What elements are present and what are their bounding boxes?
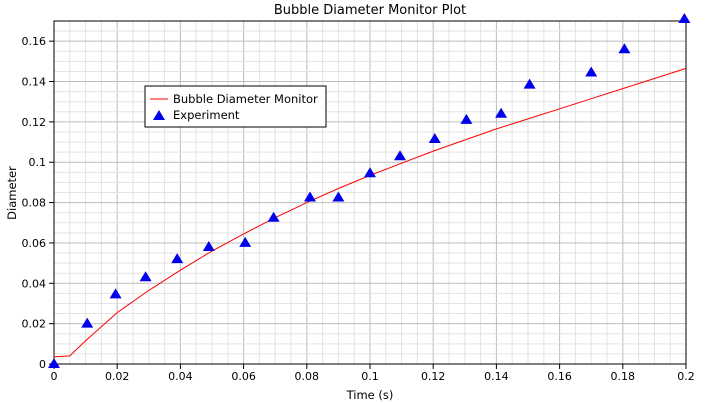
legend-entry-experiment: Experiment: [173, 108, 240, 122]
experiment-point: [81, 317, 94, 328]
legend-entry-bubble-diameter-monitor: Bubble Diameter Monitor: [173, 92, 318, 106]
experiment-point: [332, 191, 345, 202]
series-line-bubble-diameter-monitor: [53, 67, 687, 358]
experiment-point: [171, 253, 184, 264]
legend-box: [144, 85, 327, 128]
series: [48, 13, 691, 368]
axis-ticks: 0 0.02 0.04 0.06 0.08 0.1 0.12 0.14 0.16 0.18 0.2 0…: [22, 35, 695, 383]
experiment-point: [304, 191, 316, 202]
x-tick-label: 0.06: [231, 370, 256, 383]
x-tick-label: 0.12: [421, 370, 446, 383]
y-tick-label: 0.14: [22, 76, 47, 89]
experiment-point: [267, 211, 280, 222]
experiment-point: [428, 133, 441, 143]
experiment-point: [139, 271, 152, 282]
experiment-point: [495, 107, 508, 118]
x-tick-label: 0.08: [295, 370, 320, 383]
y-tick-label: 0.08: [22, 197, 47, 210]
y-tick-label: 0.04: [22, 277, 47, 290]
experiment-point: [239, 236, 252, 247]
experiment-point: [585, 66, 598, 77]
y-tick-label: 0.1: [29, 156, 47, 169]
x-tick-label: 0.16: [547, 370, 572, 383]
y-tick-label: 0.16: [22, 35, 47, 48]
legend: Bubble Diameter Monitor Experiment: [144, 85, 327, 128]
experiment-point: [460, 113, 473, 124]
x-tick-label: 0.1: [361, 370, 379, 383]
experiment-point: [523, 78, 536, 89]
experiment-point: [48, 358, 60, 368]
x-tick-label: 0: [51, 370, 58, 383]
x-axis-label: Time (s): [346, 388, 394, 402]
grid: [53, 20, 687, 365]
experiment-point: [394, 150, 406, 161]
x-tick-label: 0.18: [611, 370, 636, 383]
y-tick-label: 0.12: [22, 116, 47, 129]
experiment-point: [618, 43, 631, 54]
x-tick-label: 0.04: [168, 370, 193, 383]
experiment-point: [678, 13, 691, 23]
y-tick-label: 0: [39, 358, 46, 371]
experiment-point: [109, 288, 122, 299]
x-tick-label: 0.14: [484, 370, 509, 383]
y-tick-label: 0.02: [22, 318, 47, 331]
legend-triangle-swatch: [153, 110, 165, 120]
x-tick-label: 0.2: [677, 370, 695, 383]
x-tick-label: 0.02: [105, 370, 130, 383]
experiment-point: [364, 167, 376, 178]
experiment-point: [202, 241, 215, 251]
y-axis-label: Diameter: [5, 166, 19, 220]
y-tick-label: 0.06: [22, 237, 47, 250]
chart-title: Bubble Diameter Monitor Plot: [274, 3, 466, 18]
